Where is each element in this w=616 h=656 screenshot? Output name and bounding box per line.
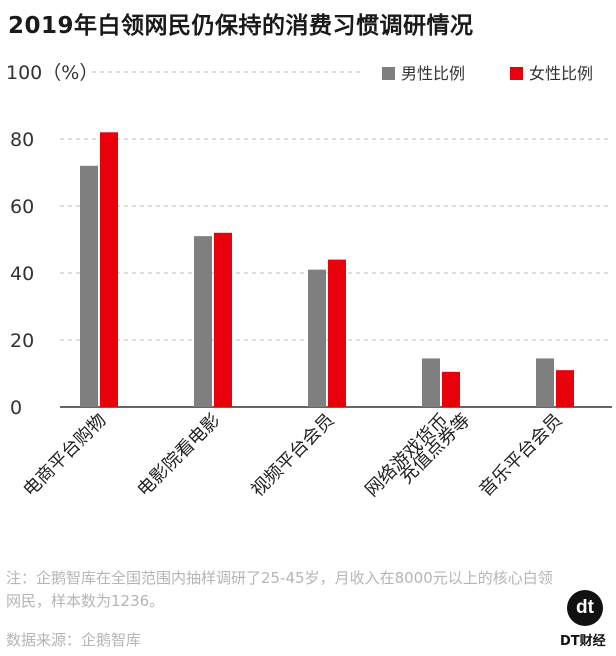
legend-label-male: 男性比例 xyxy=(401,64,466,83)
y-tick-label: 40 xyxy=(10,263,34,285)
logo-text: DT财经 xyxy=(560,634,606,649)
legend-label-female: 女性比例 xyxy=(529,64,594,83)
y-tick-label: 20 xyxy=(10,330,34,352)
bar xyxy=(194,236,212,407)
legend-item-female: 女性比例 xyxy=(510,60,593,84)
footnote: 注：企鹅智库在全国范围内抽样调研了25-45岁，月收入在8000元以上的核心白领… xyxy=(6,569,553,610)
y-axis-title: 100（%） xyxy=(6,62,99,84)
data-source: 数据来源：企鹅智库 xyxy=(6,631,142,649)
bar xyxy=(536,358,554,407)
dt-logo-icon: dt xyxy=(567,590,603,626)
bar xyxy=(80,165,98,407)
legend-item-male: 男性比例 xyxy=(382,60,465,84)
y-tick-label: 60 xyxy=(10,196,34,218)
x-category-label: 音乐平台会员 xyxy=(475,410,566,501)
chart-title: 2019年白领网民仍保持的消费习惯调研情况 xyxy=(8,13,474,39)
x-category-label: 电影院看电影 xyxy=(133,410,224,501)
bar xyxy=(328,259,346,407)
bar xyxy=(442,371,460,407)
bar xyxy=(214,232,232,407)
bar xyxy=(422,358,440,407)
x-category-label: 电商平台购物 xyxy=(19,410,110,501)
y-tick-label: 80 xyxy=(10,129,34,151)
bar xyxy=(556,370,574,407)
bar xyxy=(100,132,118,408)
x-category-label: 视频平台会员 xyxy=(247,410,338,501)
bar xyxy=(308,269,326,407)
legend-swatch-male xyxy=(382,67,395,80)
y-tick-label: 0 xyxy=(10,397,22,419)
legend-swatch-female xyxy=(510,67,523,80)
